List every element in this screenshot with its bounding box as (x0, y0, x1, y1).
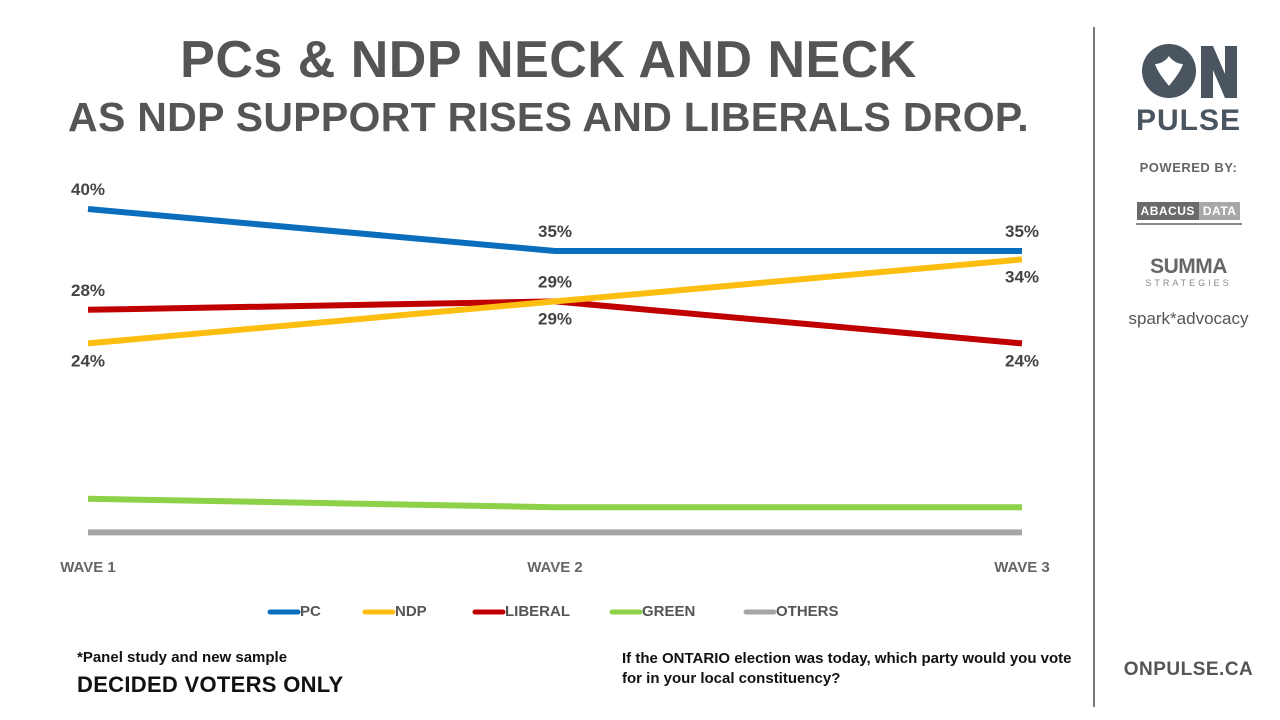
series-line-pc (87, 206, 1022, 254)
data-label: 34% (1005, 267, 1039, 286)
series-line-ndp (87, 256, 1023, 347)
abacus-text: ABACUS (1136, 202, 1199, 220)
x-tick-label: WAVE 3 (994, 559, 1050, 576)
data-label: 29% (538, 309, 572, 328)
chart-subtitle: AS NDP SUPPORT RISES AND LIBERALS DROP. (68, 94, 1029, 140)
summa-logo-text: SUMMA (1150, 255, 1227, 278)
data-label: 35% (1005, 222, 1039, 241)
x-tick-label: WAVE 2 (527, 559, 583, 576)
legend-label: NDP (395, 603, 427, 620)
line-chart: WAVE 1 WAVE 2 WAVE 3 40% 35% 35% 24% 29% 34% 28% 2… (60, 180, 1050, 620)
sidebar-divider (1093, 27, 1095, 707)
panel-note: *Panel study and new sample (77, 649, 288, 666)
chart-title: PCs & NDP NECK AND NECK (180, 31, 917, 89)
legend-label: GREEN (642, 603, 695, 620)
abacus-data-logo: ABACUS DATA (1097, 202, 1280, 232)
legend-label: PC (300, 603, 321, 620)
strategies-logo-text: STRATEGIES (1145, 278, 1232, 288)
onpulse-logo-icon: ON (1097, 40, 1280, 102)
data-label: 40% (71, 180, 105, 199)
data-text: DATA (1198, 202, 1241, 220)
data-label: 24% (1005, 351, 1039, 370)
series-line-green (87, 495, 1022, 511)
data-label: 35% (538, 222, 572, 241)
data-label: 29% (538, 272, 572, 291)
logo-pulse-text: PULSE (1135, 104, 1242, 137)
powered-by-label: POWERED BY: (1139, 160, 1238, 175)
x-tick-label: WAVE 1 (60, 559, 116, 576)
website-url: ONPULSE.CA (1123, 659, 1254, 680)
survey-question: If the ONTARIO election was today, which… (622, 650, 1072, 687)
spark-advocacy-logo: spark*advocacy (1128, 309, 1249, 328)
decided-voters-note: DECIDED VOTERS ONLY (77, 672, 344, 697)
legend-label: LIBERAL (505, 603, 570, 620)
data-label: 24% (71, 351, 105, 370)
data-label: 28% (71, 281, 105, 300)
legend-label: OTHERS (776, 603, 839, 620)
